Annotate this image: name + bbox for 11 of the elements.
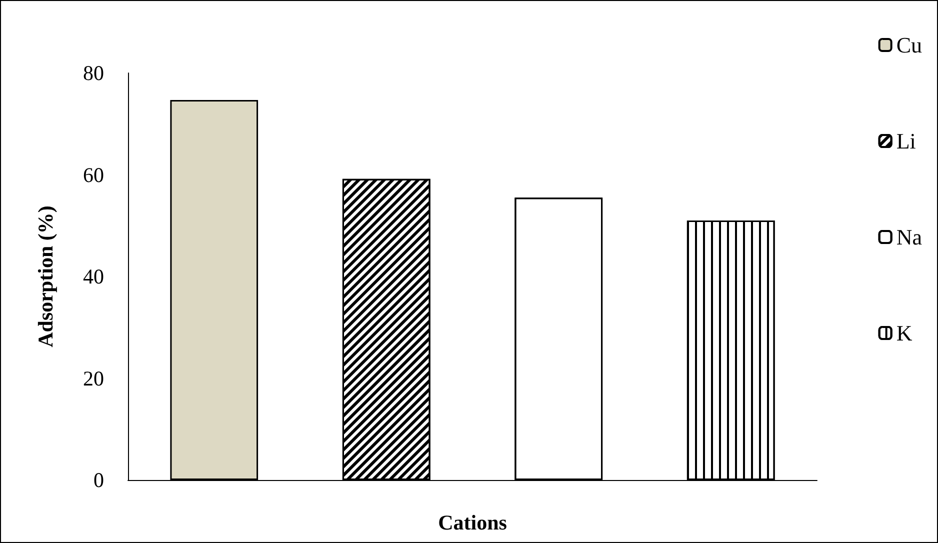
y-tick-label: 40 — [83, 264, 104, 288]
y-tick-label: 20 — [83, 366, 104, 390]
y-tick-label: 80 — [83, 61, 104, 85]
legend-label: Na — [896, 224, 922, 250]
y-tick-label: 60 — [83, 162, 104, 187]
x-axis-title: Cations — [438, 510, 507, 534]
legend-label: Cu — [896, 32, 922, 58]
y-axis-title: Adsorption (%) — [34, 206, 58, 348]
legend-label: K — [896, 320, 912, 346]
y-tick-label: 0 — [94, 468, 104, 492]
legend-label: Li — [896, 128, 916, 154]
